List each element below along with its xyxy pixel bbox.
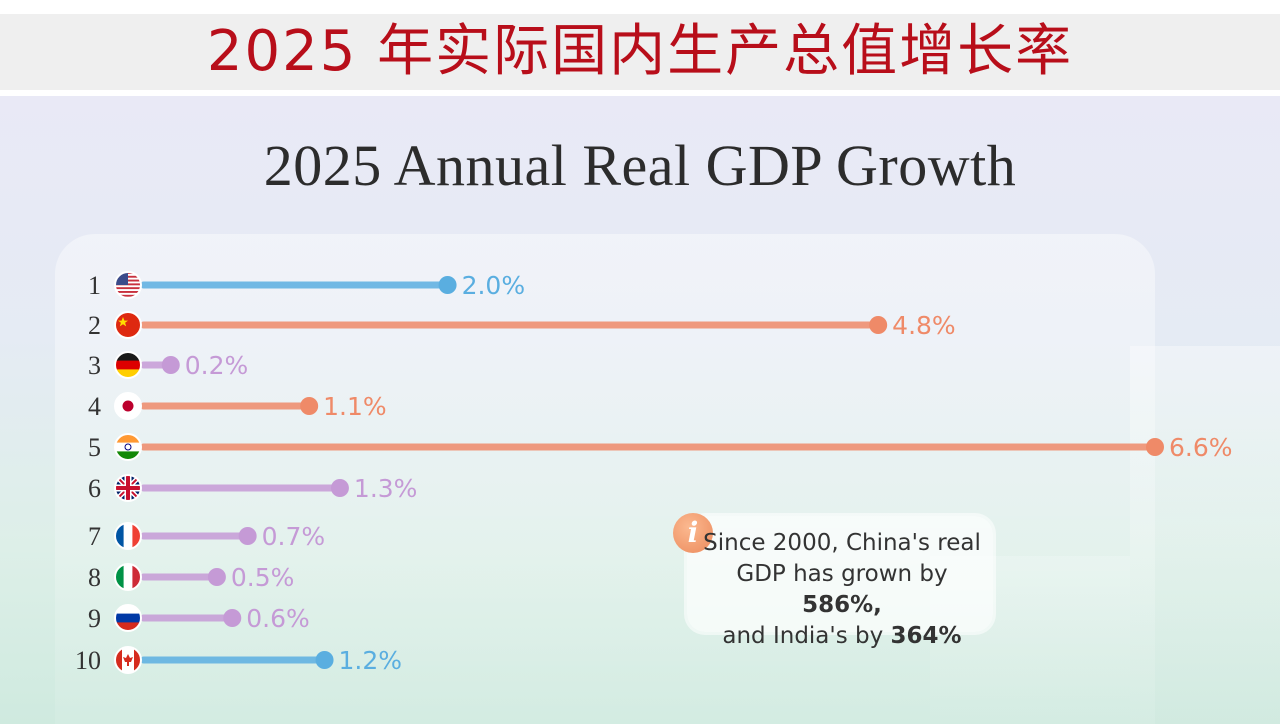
value-label: 1.2%: [339, 646, 403, 675]
gdp-growth-chart: 1 2.0% 2 4.8% 3 0.2% 4 1.1% 5 6.6% 6 1.3% 7 0.7% 8 0.5%…: [75, 271, 1233, 675]
rank-label: 8: [88, 563, 101, 592]
value-label: 1.1%: [323, 392, 387, 421]
bar: [140, 656, 325, 664]
us-flag-icon: [114, 271, 142, 299]
info-line-2-text: GDP has grown by: [736, 561, 948, 587]
bar-end-dot: [1146, 438, 1164, 456]
china-flag-icon: [114, 311, 142, 339]
bar-end-dot: [330, 479, 349, 497]
value-label: 4.8%: [892, 311, 956, 340]
info-line-3-text: and India's by: [722, 623, 891, 649]
bar: [140, 532, 248, 540]
bar-end-dot: [315, 651, 334, 669]
value-label: 1.3%: [354, 474, 418, 503]
bar: [140, 402, 310, 410]
france-flag-icon: [114, 522, 142, 550]
bar-end-dot: [438, 276, 457, 294]
canada-flag-icon: [114, 646, 142, 674]
russia-flag-icon: [114, 604, 142, 632]
germany-flag-icon: [114, 351, 142, 379]
info-text: Since 2000, China's real GDP has grown b…: [700, 528, 984, 652]
rank-label: 7: [88, 522, 101, 551]
bar: [140, 321, 879, 329]
bar: [140, 614, 233, 622]
rank-label: 3: [88, 351, 101, 380]
bar: [140, 484, 340, 492]
value-label: 6.6%: [1169, 433, 1233, 462]
value-label: 0.7%: [262, 522, 326, 551]
india-flag-icon: [114, 433, 142, 461]
bar-end-dot: [869, 316, 888, 334]
rank-label: 10: [75, 646, 101, 675]
chart-title: 2025 Annual Real GDP Growth: [263, 133, 1017, 198]
italy-flag-icon: [114, 563, 142, 591]
rank-label: 2: [88, 311, 101, 340]
value-label: 2.0%: [462, 271, 526, 300]
rank-label: 6: [88, 474, 101, 503]
bar: [140, 443, 1155, 451]
bar-end-dot: [207, 568, 226, 586]
rank-label: 1: [88, 271, 101, 300]
banner-title: 2025 年实际国内生产总值增长率: [206, 19, 1074, 84]
bar-end-dot: [300, 397, 319, 415]
bar-end-dot: [223, 609, 242, 627]
value-label: 0.6%: [246, 604, 310, 633]
bar-end-dot: [161, 356, 180, 374]
rank-label: 5: [88, 433, 101, 462]
info-line-1: Since 2000, China's real: [703, 530, 981, 556]
bar-end-dot: [238, 527, 257, 545]
uk-flag-icon: [114, 474, 142, 502]
bar: [140, 573, 217, 581]
info-india-growth: 364%: [890, 623, 962, 649]
rank-label: 9: [88, 604, 101, 633]
bar: [140, 281, 448, 289]
info-china-growth: 586%,: [802, 592, 882, 618]
info-callout: [687, 516, 993, 632]
japan-flag-icon: [114, 392, 142, 420]
value-label: 0.5%: [231, 563, 295, 592]
rank-label: 4: [88, 392, 101, 421]
background-building: [1130, 346, 1280, 724]
info-line-2: GDP has grown by 586%,: [700, 559, 984, 621]
top-banner: 2025 年实际国内生产总值增长率: [0, 14, 1280, 90]
info-line-3: and India's by 364%: [700, 621, 984, 652]
value-label: 0.2%: [185, 351, 249, 380]
infographic-panel: 2025 Annual Real GDP Growth: [0, 96, 1280, 724]
info-icon: i: [673, 513, 713, 553]
chart-card: [55, 234, 1155, 724]
